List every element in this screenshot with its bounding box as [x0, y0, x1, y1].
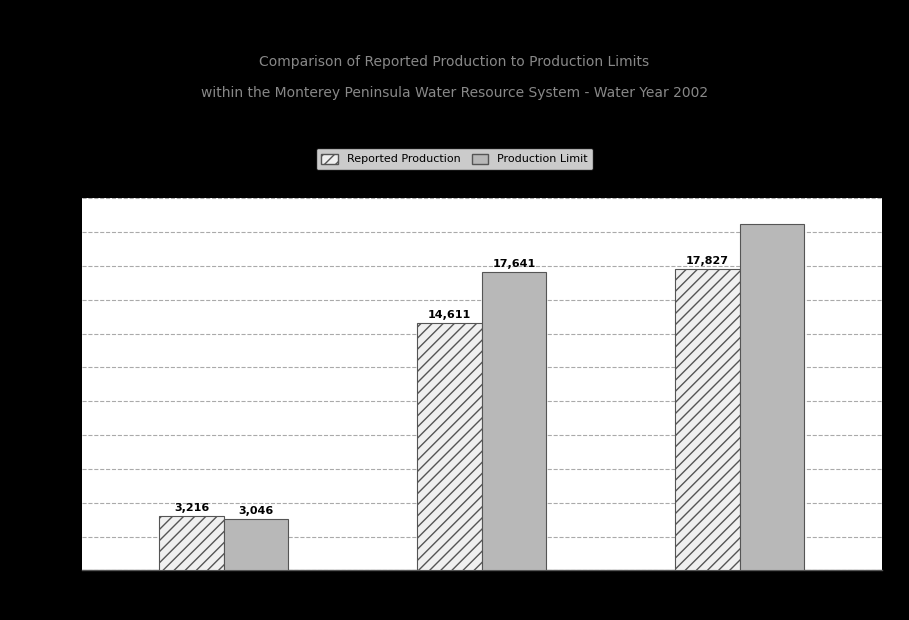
Text: 17,641: 17,641 — [493, 259, 535, 269]
Legend: Reported Production, Production Limit: Reported Production, Production Limit — [315, 148, 594, 170]
Bar — [482, 272, 546, 570]
Bar — [417, 324, 482, 570]
Text: within the Monterey Peninsula Water Resource System - Water Year 2002: within the Monterey Peninsula Water Reso… — [201, 86, 708, 100]
Text: 14,611: 14,611 — [428, 310, 471, 321]
Bar — [675, 269, 740, 570]
Bar — [740, 224, 804, 570]
Text: 3,216: 3,216 — [174, 503, 209, 513]
Text: Comparison of Reported Production to Production Limits: Comparison of Reported Production to Pro… — [259, 55, 650, 69]
Bar — [159, 516, 224, 570]
Text: 3,046: 3,046 — [238, 506, 274, 516]
Text: 17,827: 17,827 — [686, 256, 729, 266]
Bar — [224, 519, 288, 570]
